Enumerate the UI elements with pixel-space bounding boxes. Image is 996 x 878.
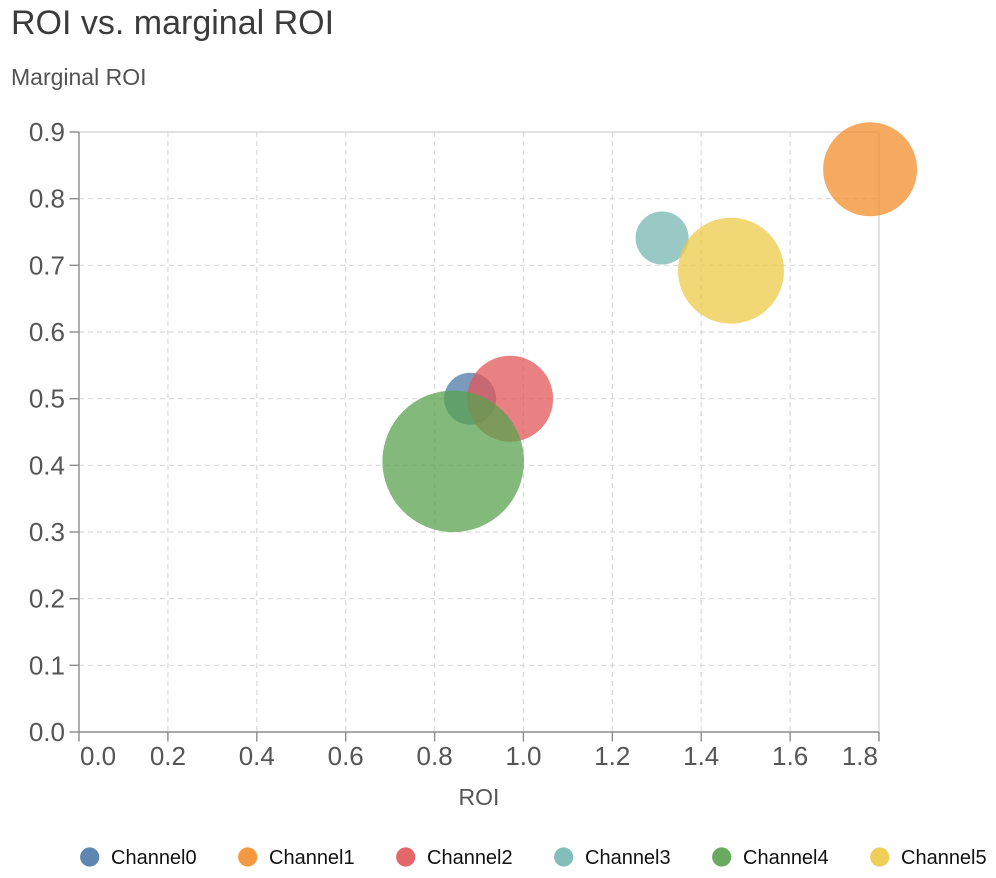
svg-text:Channel5: Channel5: [901, 847, 987, 869]
svg-text:0.2: 0.2: [29, 584, 65, 614]
svg-text:0.6: 0.6: [328, 741, 364, 771]
svg-text:ROI: ROI: [459, 784, 500, 810]
svg-text:Channel1: Channel1: [269, 847, 355, 869]
svg-text:0.3: 0.3: [29, 517, 65, 547]
svg-text:Channel4: Channel4: [743, 847, 829, 869]
svg-text:0.8: 0.8: [29, 184, 65, 214]
svg-text:1.6: 1.6: [772, 741, 808, 771]
svg-text:0.6: 0.6: [29, 317, 65, 347]
svg-text:Channel3: Channel3: [585, 847, 671, 869]
svg-text:0.4: 0.4: [29, 450, 65, 480]
svg-text:1.2: 1.2: [594, 741, 630, 771]
svg-text:0.0: 0.0: [29, 717, 65, 747]
svg-text:0.2: 0.2: [150, 741, 186, 771]
svg-text:1.8: 1.8: [842, 741, 878, 771]
svg-text:0.0: 0.0: [80, 741, 116, 771]
svg-text:0.7: 0.7: [29, 250, 65, 280]
svg-text:Channel0: Channel0: [111, 847, 197, 869]
svg-text:0.5: 0.5: [29, 384, 65, 414]
svg-text:0.4: 0.4: [239, 741, 275, 771]
svg-text:0.9: 0.9: [29, 117, 65, 147]
svg-text:1.0: 1.0: [505, 741, 541, 771]
svg-text:0.8: 0.8: [417, 741, 453, 771]
svg-text:Channel2: Channel2: [427, 847, 513, 869]
svg-text:0.1: 0.1: [29, 650, 65, 680]
svg-text:1.4: 1.4: [683, 741, 719, 771]
